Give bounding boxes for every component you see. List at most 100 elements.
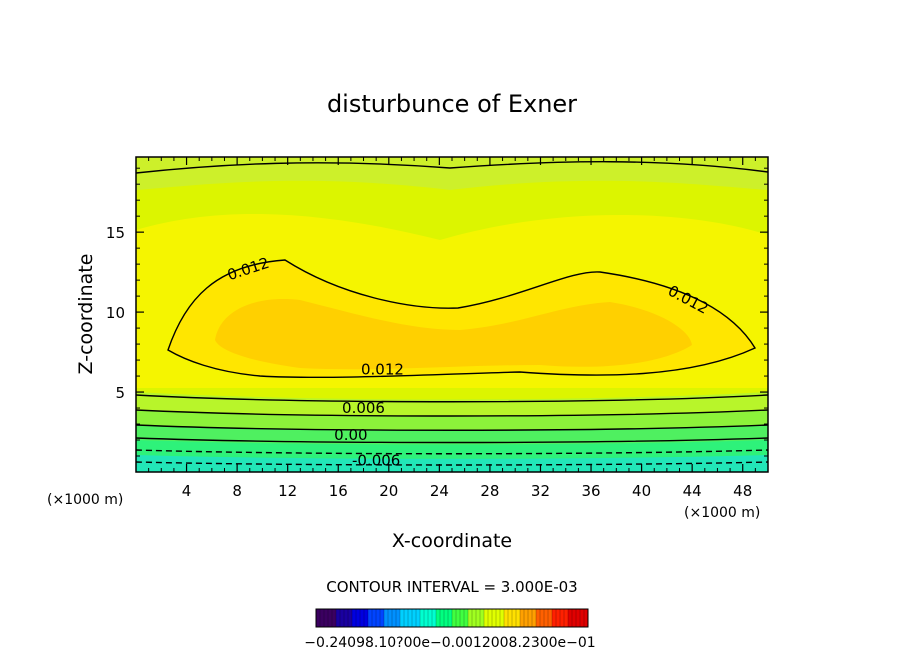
contour-line-neg-a xyxy=(136,449,768,455)
colorbar-swatch xyxy=(388,609,392,627)
contour-line-0006 xyxy=(136,409,768,417)
colorbar-labels: −0.24098.10?00e−0.0012008.2300e−01 xyxy=(304,635,595,651)
y-tick-label: 15 xyxy=(106,224,125,242)
colorbar-swatch xyxy=(360,609,364,627)
colorbar-swatch xyxy=(576,609,580,627)
colorbar-swatch xyxy=(400,609,404,627)
colorbar-swatch xyxy=(476,609,480,627)
colorbar-swatch xyxy=(464,609,468,627)
colorbar-swatch xyxy=(392,609,396,627)
colorbar-swatch xyxy=(416,609,420,627)
colorbar-swatch xyxy=(512,609,516,627)
colorbar-swatch xyxy=(580,609,584,627)
x-axis-label: X-coordinate xyxy=(392,530,512,552)
colorbar-swatch xyxy=(348,609,352,627)
colorbar-swatch xyxy=(488,609,492,627)
contour-label: 0.00 xyxy=(334,426,367,444)
contour-line-0012 xyxy=(167,259,757,379)
contour-interval-text: CONTOUR INTERVAL = 3.000E-03 xyxy=(326,578,577,596)
x-unit-label-left: (×1000 m) xyxy=(47,492,123,508)
x-tick-label: 24 xyxy=(430,482,449,500)
colorbar xyxy=(315,608,589,628)
colorbar-swatch xyxy=(380,609,384,627)
contour-lines xyxy=(136,161,768,466)
colorbar-swatch xyxy=(432,609,436,627)
colorbar-swatch xyxy=(460,609,464,627)
x-tick-label: 28 xyxy=(480,482,499,500)
colorbar-swatch xyxy=(420,609,424,627)
colorbar-swatch xyxy=(404,609,408,627)
contour-fill xyxy=(136,157,768,472)
colorbar-swatch xyxy=(548,609,552,627)
contour-label: 0.006 xyxy=(342,399,385,417)
colorbar-swatch xyxy=(496,609,500,627)
colorbar-swatch xyxy=(572,609,576,627)
colorbar-swatch xyxy=(468,609,472,627)
colorbar-swatch xyxy=(436,609,440,627)
contour-line-b xyxy=(136,424,768,431)
colorbar-swatch xyxy=(336,609,340,627)
fill-band-teal xyxy=(136,455,768,472)
y-axis-label: Z-coordinate xyxy=(75,254,97,375)
colorbar-swatch xyxy=(424,609,428,627)
colorbar-swatch xyxy=(504,609,508,627)
x-tick-label: 12 xyxy=(278,482,297,500)
colorbar-swatch xyxy=(428,609,432,627)
colorbar-swatch xyxy=(544,609,548,627)
contour-label: -0.006 xyxy=(352,452,400,470)
colorbar-swatch xyxy=(412,609,416,627)
colorbar-swatch xyxy=(484,609,488,627)
colorbar-frame xyxy=(315,608,589,628)
colorbar-swatch xyxy=(508,609,512,627)
colorbar-swatch xyxy=(372,609,376,627)
colorbar-swatch xyxy=(440,609,444,627)
colorbar-swatch xyxy=(452,609,456,627)
x-tick-label: 8 xyxy=(232,482,242,500)
x-tick-label: 48 xyxy=(733,482,752,500)
colorbar-swatch xyxy=(500,609,504,627)
fill-band-orange xyxy=(215,299,692,370)
colorbar-swatch xyxy=(408,609,412,627)
y-axis-ticks: 5 10 15 xyxy=(106,167,768,457)
colorbar-swatch xyxy=(568,609,572,627)
colorbar-swatch xyxy=(328,609,332,627)
colorbar-swatch xyxy=(340,609,344,627)
colorbar-swatch xyxy=(352,609,356,627)
colorbar-swatch xyxy=(316,609,320,627)
colorbar-swatch xyxy=(532,609,536,627)
colorbar-swatch xyxy=(396,609,400,627)
colorbar-swatch xyxy=(344,609,348,627)
x-tick-label: 32 xyxy=(531,482,550,500)
colorbar-swatch xyxy=(536,609,540,627)
colorbar-swatch xyxy=(584,609,588,627)
contour-label: 0.012 xyxy=(361,360,404,378)
x-axis-ticks: 4 8 12 16 20 24 28 32 36 40 44 48 xyxy=(148,157,756,500)
colorbar-swatch xyxy=(480,609,484,627)
colorbar-swatch xyxy=(384,609,388,627)
colorbar-swatch xyxy=(368,609,372,627)
x-tick-label: 44 xyxy=(683,482,702,500)
colorbar-swatch xyxy=(492,609,496,627)
colorbar-swatch xyxy=(356,609,360,627)
colorbar-swatch xyxy=(552,609,556,627)
colorbar-swatch xyxy=(364,609,368,627)
colorbar-swatch xyxy=(448,609,452,627)
colorbar-swatch xyxy=(324,609,328,627)
colorbar-swatch xyxy=(376,609,380,627)
colorbar-swatch xyxy=(564,609,568,627)
x-tick-label: 20 xyxy=(379,482,398,500)
colorbar-swatch xyxy=(516,609,520,627)
y-tick-label: 10 xyxy=(106,304,125,322)
colorbar-swatch xyxy=(528,609,532,627)
x-tick-label: 36 xyxy=(581,482,600,500)
chart-title: disturbunce of Exner xyxy=(327,90,577,118)
fill-band-top xyxy=(136,157,768,190)
y-tick-label: 5 xyxy=(115,384,125,402)
colorbar-swatch xyxy=(332,609,336,627)
x-tick-label: 16 xyxy=(329,482,348,500)
x-unit-label-right: (×1000 m) xyxy=(684,505,760,521)
colorbar-swatch xyxy=(520,609,524,627)
colorbar-swatch xyxy=(524,609,528,627)
contour-line-a xyxy=(136,394,768,403)
